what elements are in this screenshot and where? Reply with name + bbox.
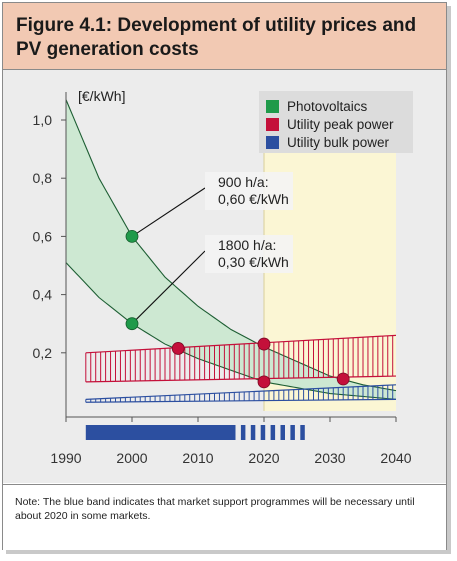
support-band-dash bbox=[290, 425, 295, 440]
bulk-power-band-lower-line bbox=[85, 398, 397, 403]
x-tick-label: 1990 bbox=[50, 450, 81, 466]
y-tick-label: 0,8 bbox=[33, 170, 53, 186]
x-tick-label: 2000 bbox=[116, 450, 147, 466]
legend-box bbox=[259, 91, 413, 153]
note-box: Note: The blue band indicates that marke… bbox=[3, 484, 446, 550]
bulk-power-band-upper-line bbox=[85, 384, 397, 400]
support-band-dash bbox=[300, 425, 305, 440]
support-band-solid bbox=[85, 425, 231, 440]
peak-power-band-upper-line bbox=[85, 334, 397, 354]
support-band-dash bbox=[231, 425, 236, 440]
x-tick-label: 2040 bbox=[380, 450, 411, 466]
pv-cost-band bbox=[66, 99, 396, 400]
figure-title: Figure 4.1: Development of utility price… bbox=[16, 15, 417, 60]
x-tick-label: 2030 bbox=[314, 450, 345, 466]
peak-power-marker bbox=[257, 337, 271, 351]
annotation-text: 0,60 €/kWh bbox=[218, 191, 289, 207]
x-tick-label: 2010 bbox=[182, 450, 213, 466]
annotation-text: 1800 h/a: bbox=[218, 237, 276, 253]
legend-swatch bbox=[266, 136, 279, 149]
pv-lower-line bbox=[65, 262, 397, 400]
support-band-dash bbox=[270, 425, 276, 440]
figure-note: Note: The blue band indicates that marke… bbox=[15, 496, 415, 522]
support-band-dash bbox=[260, 425, 266, 440]
y-axis-label: [€/kWh] bbox=[78, 88, 125, 104]
legend-label: Photovoltaics bbox=[287, 99, 368, 114]
annotation-text: 900 h/a: bbox=[218, 174, 269, 190]
support-band-dash bbox=[280, 425, 285, 440]
annotation-leader-line bbox=[131, 250, 206, 325]
y-tick-label: 0,2 bbox=[33, 345, 53, 361]
chart-svg: 1,0 0,8 0,6 0,4 0,2 [€/kWh] 1990 2000 2010 2020 20… bbox=[33, 88, 413, 466]
figure-card: Figure 4.1: Development of utility price… bbox=[2, 2, 447, 550]
legend-label: Utility bulk power bbox=[287, 135, 390, 150]
x-tick-label: 2020 bbox=[248, 450, 279, 466]
y-tick-label: 1,0 bbox=[33, 112, 53, 128]
annotation-box bbox=[205, 235, 293, 273]
plot-area: 1,0 0,8 0,6 0,4 0,2 [€/kWh] 1990 2000 2010 2020 20… bbox=[3, 70, 446, 483]
peak-power-marker bbox=[336, 372, 350, 386]
legend-swatch bbox=[266, 118, 279, 131]
legend-label: Utility peak power bbox=[287, 117, 394, 132]
pv-marker bbox=[125, 317, 139, 331]
legend-swatch bbox=[266, 100, 279, 113]
peak-power-marker bbox=[171, 342, 185, 355]
peak-power-marker bbox=[257, 375, 271, 389]
support-band-dash bbox=[250, 425, 256, 440]
annotation-box bbox=[205, 172, 293, 210]
annotation-leader-line bbox=[131, 187, 206, 237]
figure-header: Figure 4.1: Development of utility price… bbox=[3, 3, 446, 70]
pv-marker bbox=[125, 229, 139, 243]
support-band-dash bbox=[240, 425, 246, 440]
y-tick-label: 0,4 bbox=[33, 287, 53, 303]
y-tick-label: 0,6 bbox=[33, 228, 53, 244]
annotation-text: 0,30 €/kWh bbox=[218, 254, 289, 270]
